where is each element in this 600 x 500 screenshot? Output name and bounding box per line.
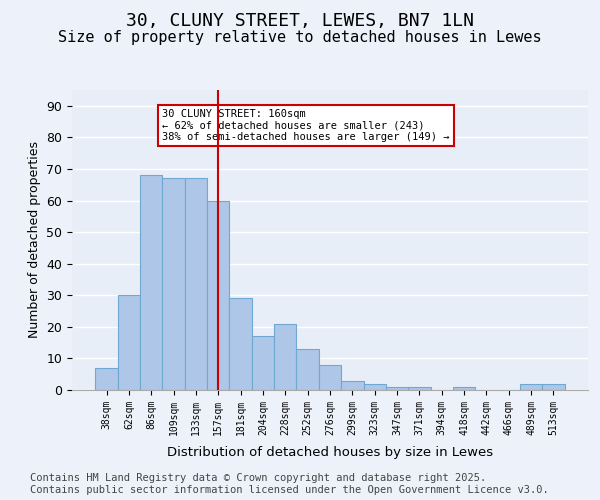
- Bar: [252, 336, 274, 390]
- Text: Contains HM Land Registry data © Crown copyright and database right 2025.
Contai: Contains HM Land Registry data © Crown c…: [30, 474, 549, 495]
- Bar: [386, 387, 408, 390]
- Y-axis label: Number of detached properties: Number of detached properties: [28, 142, 41, 338]
- Bar: [319, 364, 341, 390]
- Bar: [296, 349, 319, 390]
- X-axis label: Distribution of detached houses by size in Lewes: Distribution of detached houses by size …: [167, 446, 493, 459]
- Bar: [274, 324, 296, 390]
- Bar: [229, 298, 252, 390]
- Bar: [140, 176, 163, 390]
- Bar: [163, 178, 185, 390]
- Bar: [185, 178, 207, 390]
- Text: 30 CLUNY STREET: 160sqm
← 62% of detached houses are smaller (243)
38% of semi-d: 30 CLUNY STREET: 160sqm ← 62% of detache…: [163, 109, 450, 142]
- Text: Size of property relative to detached houses in Lewes: Size of property relative to detached ho…: [58, 30, 542, 45]
- Bar: [364, 384, 386, 390]
- Bar: [95, 368, 118, 390]
- Bar: [520, 384, 542, 390]
- Bar: [118, 296, 140, 390]
- Bar: [207, 200, 229, 390]
- Bar: [453, 387, 475, 390]
- Text: 30, CLUNY STREET, LEWES, BN7 1LN: 30, CLUNY STREET, LEWES, BN7 1LN: [126, 12, 474, 30]
- Bar: [542, 384, 565, 390]
- Bar: [408, 387, 431, 390]
- Bar: [341, 380, 364, 390]
